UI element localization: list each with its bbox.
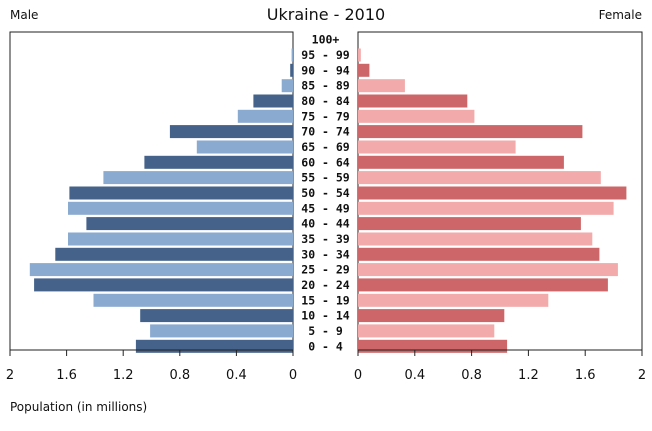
female-bar-3 — [358, 79, 405, 93]
female-bar-4 — [358, 94, 468, 108]
axis-footnote: Population (in millions) — [10, 400, 147, 414]
female-bar-6 — [358, 125, 583, 139]
female-bar-18 — [358, 309, 505, 323]
female-tick-label-1: 0.4 — [404, 368, 425, 383]
female-side-label: Female — [599, 8, 642, 22]
age-label-8: 60 - 64 — [301, 155, 350, 169]
female-tick-label-2: 0.8 — [461, 368, 482, 383]
female-bar-5 — [358, 109, 475, 123]
male-bar-5 — [237, 109, 293, 123]
male-bar-1 — [291, 48, 293, 62]
male-bar-13 — [68, 232, 293, 246]
female-bar-1 — [358, 48, 361, 62]
female-bar-15 — [358, 263, 618, 277]
age-label-12: 40 - 44 — [301, 217, 350, 231]
age-label-0: 100+ — [312, 33, 340, 47]
male-bar-11 — [68, 201, 293, 215]
age-label-15: 25 - 29 — [301, 263, 350, 277]
female-bar-19 — [358, 324, 495, 338]
age-label-18: 10 - 14 — [301, 309, 350, 323]
female-bar-9 — [358, 171, 601, 185]
female-tick-label-0: 0 — [354, 368, 362, 383]
female-bar-10 — [358, 186, 627, 200]
female-bar-2 — [358, 63, 370, 77]
male-bar-2 — [290, 63, 293, 77]
male-side-label: Male — [10, 8, 38, 22]
age-label-20: 0 - 4 — [308, 339, 343, 353]
male-x-axis: 2 1.6 1.2 0.8 0.4 0 — [6, 349, 297, 383]
female-bars — [358, 48, 627, 353]
age-label-7: 65 - 69 — [301, 140, 350, 154]
male-bar-7 — [196, 140, 293, 154]
male-bar-3 — [281, 79, 293, 93]
male-bar-9 — [103, 171, 294, 185]
male-bar-15 — [29, 263, 294, 277]
male-bar-8 — [144, 155, 293, 169]
male-bar-10 — [69, 186, 294, 200]
male-tick-label-0: 2 — [6, 368, 14, 383]
age-label-10: 50 - 54 — [301, 186, 350, 200]
female-bar-13 — [358, 232, 593, 246]
female-bar-14 — [358, 247, 600, 261]
female-tick-label-5: 2 — [638, 368, 646, 383]
male-bar-12 — [86, 217, 294, 231]
age-label-5: 75 - 79 — [301, 109, 350, 123]
age-label-13: 35 - 39 — [301, 232, 350, 246]
age-label-17: 15 - 19 — [301, 293, 350, 307]
age-label-14: 30 - 34 — [301, 247, 350, 261]
female-bar-11 — [358, 201, 614, 215]
female-bar-12 — [358, 217, 581, 231]
male-bars — [29, 48, 294, 353]
age-label-6: 70 - 74 — [301, 125, 350, 139]
female-bar-16 — [358, 278, 608, 292]
age-label-9: 55 - 59 — [301, 171, 350, 185]
male-bar-18 — [140, 309, 293, 323]
male-bar-20 — [135, 339, 293, 353]
male-bar-4 — [253, 94, 293, 108]
male-tick-label-5: 0 — [289, 368, 297, 383]
female-bar-7 — [358, 140, 516, 154]
male-bar-19 — [150, 324, 293, 338]
male-bar-14 — [55, 247, 293, 261]
age-label-16: 20 - 24 — [301, 278, 350, 292]
age-label-3: 85 - 89 — [301, 79, 350, 93]
age-label-19: 5 - 9 — [308, 324, 343, 338]
male-bar-17 — [93, 293, 293, 307]
chart-title: Ukraine - 2010 — [267, 5, 385, 24]
male-tick-label-1: 1.6 — [56, 368, 77, 383]
male-tick-label-3: 0.8 — [169, 368, 190, 383]
age-label-1: 95 - 99 — [301, 48, 350, 62]
female-tick-label-4: 1.6 — [575, 368, 596, 383]
male-bar-16 — [34, 278, 293, 292]
age-label-11: 45 - 49 — [301, 201, 350, 215]
male-bar-6 — [169, 125, 293, 139]
female-tick-label-3: 1.2 — [518, 368, 539, 383]
female-bar-17 — [358, 293, 549, 307]
age-label-4: 80 - 84 — [301, 94, 350, 108]
age-label-2: 90 - 94 — [301, 63, 350, 77]
female-bar-8 — [358, 155, 564, 169]
male-tick-label-2: 1.2 — [113, 368, 134, 383]
male-tick-label-4: 0.4 — [226, 368, 247, 383]
female-x-axis: 0 0.4 0.8 1.2 1.6 2 — [354, 349, 646, 383]
female-bar-20 — [358, 339, 508, 353]
